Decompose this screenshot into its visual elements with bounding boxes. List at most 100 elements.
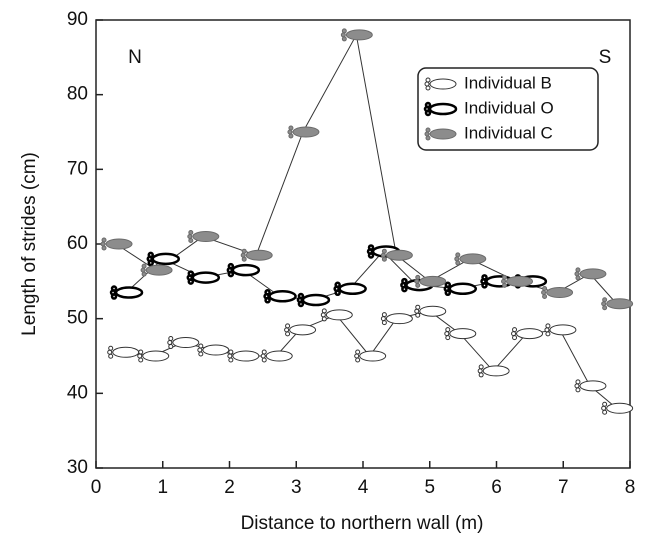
y-tick-label: 90: [67, 9, 88, 30]
footprint-toe: [334, 289, 341, 297]
footprint-toe: [241, 248, 247, 254]
footprint-marker: [414, 274, 447, 288]
footprint-sole: [506, 275, 534, 287]
footprint-marker: [477, 364, 510, 378]
footprint-toe: [137, 353, 143, 359]
footprint-sole: [325, 309, 353, 321]
footprint-toe: [602, 305, 608, 311]
footprint-marker: [541, 286, 574, 300]
footprint-toe: [511, 331, 517, 337]
footprint-toe: [168, 344, 174, 350]
footprint-marker: [167, 336, 200, 350]
footprint-marker: [443, 281, 478, 297]
footprint-toe: [478, 372, 484, 378]
footprint-sole: [105, 238, 133, 250]
legend-marker: [424, 127, 457, 141]
footprint-marker: [574, 267, 607, 281]
footprint-sole: [606, 402, 634, 414]
footprint-sole: [245, 249, 273, 261]
footprint-toe: [108, 353, 114, 359]
footprint-toe: [574, 383, 580, 389]
footprint-toe: [415, 282, 421, 288]
footprint-toe: [415, 312, 421, 318]
footprint-toe: [575, 379, 581, 385]
footprint-toe: [355, 357, 361, 363]
footprint-sole: [151, 252, 180, 266]
footprint-sole: [191, 271, 221, 284]
footprint-toe: [381, 312, 387, 318]
footprint-toe: [424, 81, 430, 87]
footprint-marker: [544, 323, 577, 337]
footprint-toe: [261, 357, 267, 363]
footprint-sole: [265, 350, 293, 362]
footprint-toe: [445, 335, 451, 341]
footprint-marker: [296, 292, 331, 308]
footprint-marker: [574, 379, 607, 393]
footprint-marker: [380, 312, 413, 326]
footprint-toe: [110, 293, 118, 300]
footprint-sole: [579, 268, 607, 280]
x-tick-label: 3: [291, 477, 302, 498]
footprint-toe: [574, 271, 580, 277]
footprint-toe: [260, 353, 266, 359]
footprint-toe: [285, 331, 291, 337]
footprint-sole: [192, 231, 220, 243]
footprint-marker: [187, 230, 220, 244]
footprint-toe: [228, 349, 234, 355]
footprint-toe: [415, 304, 421, 310]
footprint-marker: [340, 28, 373, 42]
footprint-toe: [481, 282, 488, 289]
footprint-toe: [188, 238, 194, 244]
footprint-toe: [444, 289, 452, 297]
footprint-toe: [575, 387, 581, 393]
footprint-sole: [385, 249, 413, 261]
footprint-toe: [140, 267, 146, 273]
footprint-marker: [354, 349, 387, 363]
footprint-marker: [284, 323, 317, 337]
footprint-toe: [455, 252, 461, 258]
footprint-marker: [100, 237, 133, 251]
footprint-marker: [601, 297, 634, 311]
footprint-marker: [444, 327, 477, 341]
annotation: N: [128, 47, 142, 68]
footprint-toe: [575, 267, 581, 273]
y-tick-label: 70: [67, 158, 88, 179]
footprint-toe: [285, 323, 291, 329]
footprint-sole: [419, 275, 447, 287]
footprint-toe: [381, 248, 387, 254]
footprint-sole: [419, 305, 447, 317]
footprint-sole: [145, 264, 173, 276]
footprint-toe: [444, 331, 450, 337]
footprint-sole: [516, 328, 544, 340]
footprint-toe: [601, 301, 607, 307]
footprint-marker: [263, 289, 297, 304]
footprint-marker: [287, 125, 320, 139]
footprint-sole: [546, 287, 574, 299]
footprint-sole: [448, 282, 478, 296]
footprint-marker: [146, 251, 180, 267]
x-tick-label: 5: [424, 477, 435, 498]
footprint-sole: [172, 337, 200, 349]
footprint-sole: [338, 282, 367, 296]
footprint-sole: [606, 298, 634, 310]
footprint-toe: [512, 335, 518, 341]
footprint-toe: [138, 349, 144, 355]
legend-marker: [423, 101, 458, 117]
footprint-toe: [425, 77, 431, 83]
footprint-marker: [109, 285, 144, 300]
footprint-toe: [187, 234, 193, 240]
footprint-toe: [355, 349, 361, 355]
x-tick-label: 2: [224, 477, 235, 498]
footprint-sole: [345, 29, 373, 41]
footprint-toe: [380, 316, 386, 322]
footprint-toe: [187, 278, 195, 285]
footprint-toe: [544, 327, 550, 333]
footprint-marker: [137, 349, 170, 363]
footprint-marker: [260, 349, 293, 363]
footprint-toe: [107, 349, 113, 355]
footprint-sole: [142, 350, 170, 362]
footprint-toe: [542, 286, 548, 292]
footprint-toe: [414, 278, 420, 284]
footprint-marker: [501, 274, 534, 288]
legend-label: Individual C: [464, 123, 553, 142]
